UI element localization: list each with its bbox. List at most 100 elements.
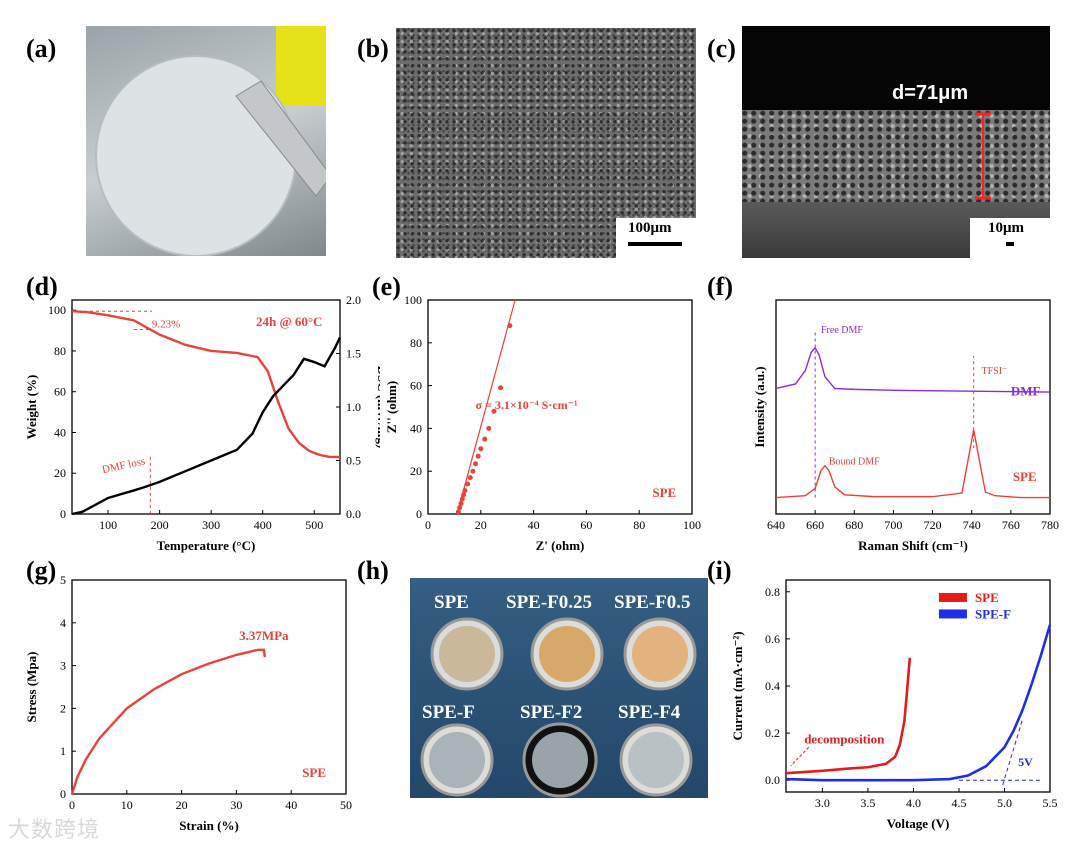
i-y-axis-label: Current (mA·cm⁻²) bbox=[730, 631, 745, 740]
d-y-tick-label-0: 0 bbox=[60, 507, 66, 521]
f-x-tick-label-5: 740 bbox=[963, 518, 981, 532]
e-sigma-annotation: σ = 3.1×10⁻⁴ S·cm⁻¹ bbox=[476, 398, 578, 412]
f-series-spe bbox=[775, 429, 1050, 499]
panel-label-h: (h) bbox=[357, 556, 389, 585]
d-dmf-annotation: DMF loss bbox=[101, 455, 146, 476]
d-x-tick-label-0: 100 bbox=[99, 518, 117, 532]
scale-bar-text-c: 10μm bbox=[988, 220, 1024, 236]
film-spe bbox=[439, 626, 495, 682]
g-max-annotation: 3.37MPa bbox=[239, 628, 289, 643]
d-y-tick-label-3: 60 bbox=[54, 385, 66, 399]
membrane-photo-drawing bbox=[95, 26, 326, 256]
g-y-tick-label-1: 1 bbox=[60, 744, 66, 758]
panel-label-d: (d) bbox=[26, 272, 58, 301]
f-series-dmf bbox=[775, 346, 1051, 393]
scale-bar-line-c bbox=[1006, 242, 1014, 246]
f-spe-legend: SPE bbox=[1013, 469, 1037, 484]
panel-label-i: (i) bbox=[707, 556, 732, 585]
film-spe-f2 bbox=[532, 732, 588, 788]
e-x-tick-label-4: 80 bbox=[633, 518, 645, 532]
e-y-tick-label-3: 60 bbox=[410, 379, 422, 393]
e-data-point bbox=[461, 492, 467, 498]
chart-f-raman: 640 660 680 700 720 740 760 780 Raman Shift (cm⁻… bbox=[752, 299, 1059, 553]
tweezers bbox=[235, 80, 326, 197]
d-x-tick-label-3: 400 bbox=[254, 518, 272, 532]
panel-label-b: (b) bbox=[357, 34, 389, 63]
e-x-tick-label-0: 0 bbox=[425, 518, 431, 532]
e-data-point bbox=[459, 496, 465, 502]
i-y-tick-label-2: 0.4 bbox=[765, 679, 780, 693]
f-y-axis-label: Intensity (a.u.) bbox=[752, 366, 767, 447]
e-x-axis-label: Z' (ohm) bbox=[536, 538, 585, 553]
samples-photo: SPE SPE-F0.25 SPE-F0.5 SPE-F SPE-F2 SPE-… bbox=[410, 578, 708, 798]
f-x-tick-label-7: 780 bbox=[1041, 518, 1059, 532]
i-x-tick-label-4: 5.0 bbox=[997, 796, 1012, 810]
sample-name-4: SPE-F bbox=[422, 702, 475, 723]
e-plot-frame bbox=[427, 299, 693, 515]
e-x-tick-label-5: 100 bbox=[683, 518, 701, 532]
e-data-point bbox=[470, 468, 476, 474]
d-x-tick-label-4: 500 bbox=[305, 518, 323, 532]
f-x-tick-label-2: 680 bbox=[845, 518, 863, 532]
e-data-point bbox=[473, 461, 479, 467]
sem-surface-image: 100μm bbox=[396, 28, 696, 258]
f-free-dmf-label: Free DMF bbox=[821, 325, 863, 336]
i-series-spe bbox=[785, 657, 912, 775]
film-spe-f025 bbox=[539, 626, 595, 682]
i-x-tick-label-3: 4.5 bbox=[951, 796, 966, 810]
scale-bar-text-b: 100μm bbox=[628, 220, 672, 236]
panel-label-e: (e) bbox=[372, 272, 401, 301]
d-y-tick-label-2: 40 bbox=[54, 425, 66, 439]
i-legend-swatch-spe-f bbox=[938, 609, 967, 619]
d-y2-tick-label-2: 1.0 bbox=[346, 400, 361, 414]
g-y-tick-label-5: 5 bbox=[60, 573, 66, 587]
panel-label-c: (c) bbox=[707, 34, 736, 63]
i-y-tick-label-1: 0.2 bbox=[765, 726, 780, 740]
i-y-tick-label-4: 0.8 bbox=[765, 585, 780, 599]
d-series-dsc bbox=[71, 336, 342, 516]
d-x-tick-label-1: 200 bbox=[151, 518, 169, 532]
g-x-tick-label-4: 40 bbox=[285, 798, 297, 812]
e-data-point bbox=[457, 505, 463, 511]
e-x-tick-label-2: 40 bbox=[528, 518, 540, 532]
e-data-point bbox=[467, 475, 473, 481]
f-x-tick-label-3: 700 bbox=[884, 518, 902, 532]
g-x-tick-label-1: 10 bbox=[121, 798, 133, 812]
i-y-tick-label-3: 0.6 bbox=[765, 632, 780, 646]
g-sample-label: SPE bbox=[302, 765, 326, 780]
d-loss-annotation: 9.23% bbox=[152, 319, 180, 331]
g-y-tick-label-3: 3 bbox=[60, 659, 66, 673]
e-data-point bbox=[458, 500, 464, 506]
e-y-tick-label-4: 80 bbox=[410, 336, 422, 350]
e-x-tick-label-1: 20 bbox=[475, 518, 487, 532]
i-decomposition-label: decomposition bbox=[804, 732, 885, 747]
f-dmf-legend: DMF bbox=[1011, 383, 1041, 398]
e-y-axis-label: Z'' (ohm) bbox=[384, 381, 399, 433]
d-series-weight bbox=[71, 310, 340, 459]
d-y2-axis-label: DSC (mW/mg) bbox=[375, 366, 380, 449]
panel-label-g: (g) bbox=[26, 556, 57, 585]
f-bound-dmf-label: Bound DMF bbox=[829, 457, 880, 468]
scale-bar-line-b bbox=[628, 242, 682, 246]
film-spe-f05 bbox=[632, 626, 688, 682]
yellow-background-object bbox=[276, 26, 326, 106]
i-x-tick-label-2: 4.0 bbox=[906, 796, 921, 810]
i-x-tick-label-0: 3.0 bbox=[815, 796, 830, 810]
g-x-axis-label: Strain (%) bbox=[179, 818, 239, 833]
f-x-tick-label-4: 720 bbox=[924, 518, 942, 532]
d-y2-tick-label-1: 0.5 bbox=[346, 454, 361, 468]
f-x-axis-label: Raman Shift (cm⁻¹) bbox=[858, 538, 968, 553]
membrane-disc bbox=[95, 55, 297, 256]
i-slope-extrapolation bbox=[1002, 718, 1024, 786]
sample-name-5: SPE-F2 bbox=[520, 702, 583, 723]
d-y2-tick-label-3: 1.5 bbox=[346, 347, 361, 361]
sample-name-3: SPE-F0.5 bbox=[614, 592, 691, 613]
g-x-tick-label-5: 50 bbox=[340, 798, 352, 812]
g-x-tick-label-2: 20 bbox=[176, 798, 188, 812]
e-data-point bbox=[498, 385, 504, 391]
sample-name-6: SPE-F4 bbox=[618, 702, 681, 723]
d-y-tick-label-1: 20 bbox=[54, 466, 66, 480]
chart-g-stress-strain: 0 10 20 30 40 50 0 1 2 3 4 5 Strain (%) Stress (Mpa) 3… bbox=[24, 573, 352, 833]
film-spe-f4 bbox=[628, 732, 684, 788]
f-tfsi-label: TFSI⁻ bbox=[982, 366, 1008, 377]
